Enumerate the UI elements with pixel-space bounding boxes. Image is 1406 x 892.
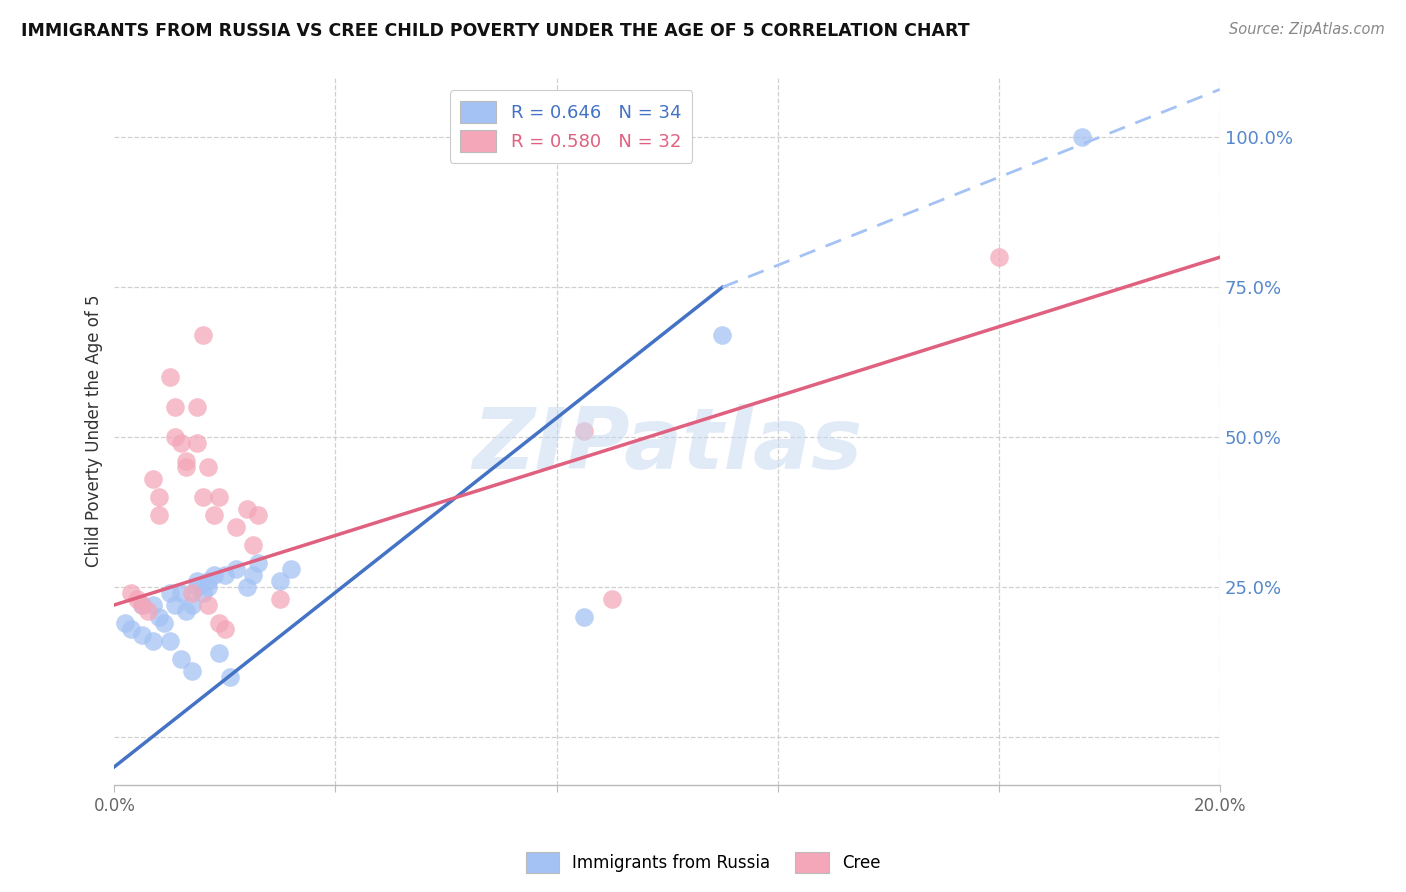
Point bbox=[191, 490, 214, 504]
Point bbox=[186, 580, 208, 594]
Point bbox=[208, 615, 231, 630]
Point bbox=[225, 520, 247, 534]
Point bbox=[214, 622, 236, 636]
Point bbox=[197, 460, 219, 475]
Point bbox=[600, 591, 623, 606]
Point bbox=[174, 454, 197, 468]
Point bbox=[165, 400, 187, 414]
Point bbox=[269, 574, 291, 588]
Point bbox=[125, 591, 148, 606]
Point bbox=[170, 652, 193, 666]
Point bbox=[208, 490, 231, 504]
Point bbox=[242, 538, 264, 552]
Point bbox=[142, 598, 165, 612]
Point bbox=[114, 615, 136, 630]
Point bbox=[236, 580, 259, 594]
Text: Source: ZipAtlas.com: Source: ZipAtlas.com bbox=[1229, 22, 1385, 37]
Point bbox=[120, 586, 142, 600]
Point bbox=[242, 568, 264, 582]
Point bbox=[987, 250, 1010, 264]
Point bbox=[148, 490, 170, 504]
Point bbox=[225, 562, 247, 576]
Point bbox=[148, 508, 170, 522]
Point bbox=[180, 586, 202, 600]
Point bbox=[208, 646, 231, 660]
Point bbox=[170, 436, 193, 450]
Point bbox=[131, 598, 153, 612]
Point bbox=[269, 591, 291, 606]
Y-axis label: Child Poverty Under the Age of 5: Child Poverty Under the Age of 5 bbox=[86, 295, 103, 567]
Point bbox=[136, 604, 159, 618]
Point bbox=[120, 622, 142, 636]
Point bbox=[247, 508, 270, 522]
Point bbox=[159, 586, 181, 600]
Point bbox=[186, 400, 208, 414]
Point bbox=[165, 598, 187, 612]
Text: IMMIGRANTS FROM RUSSIA VS CREE CHILD POVERTY UNDER THE AGE OF 5 CORRELATION CHAR: IMMIGRANTS FROM RUSSIA VS CREE CHILD POV… bbox=[21, 22, 970, 40]
Point bbox=[572, 424, 595, 438]
Point bbox=[174, 604, 197, 618]
Point bbox=[165, 430, 187, 444]
Point bbox=[153, 615, 176, 630]
Point bbox=[174, 460, 197, 475]
Point bbox=[711, 328, 734, 343]
Point bbox=[131, 628, 153, 642]
Point bbox=[280, 562, 302, 576]
Legend: R = 0.646   N = 34, R = 0.580   N = 32: R = 0.646 N = 34, R = 0.580 N = 32 bbox=[450, 90, 692, 163]
Legend: Immigrants from Russia, Cree: Immigrants from Russia, Cree bbox=[519, 846, 887, 880]
Point bbox=[202, 508, 225, 522]
Point bbox=[236, 502, 259, 516]
Point bbox=[202, 568, 225, 582]
Text: ZIPatlas: ZIPatlas bbox=[472, 404, 862, 487]
Point bbox=[186, 574, 208, 588]
Point bbox=[197, 580, 219, 594]
Point bbox=[180, 598, 202, 612]
Point bbox=[191, 328, 214, 343]
Point bbox=[142, 472, 165, 486]
Point bbox=[219, 670, 242, 684]
Point bbox=[148, 610, 170, 624]
Point bbox=[131, 598, 153, 612]
Point bbox=[180, 664, 202, 678]
Point bbox=[1070, 130, 1092, 145]
Point bbox=[159, 370, 181, 384]
Point bbox=[159, 633, 181, 648]
Point bbox=[142, 633, 165, 648]
Point bbox=[214, 568, 236, 582]
Point bbox=[186, 436, 208, 450]
Point bbox=[247, 556, 270, 570]
Point bbox=[197, 574, 219, 588]
Point bbox=[572, 610, 595, 624]
Point bbox=[191, 586, 214, 600]
Point bbox=[170, 586, 193, 600]
Point bbox=[197, 598, 219, 612]
